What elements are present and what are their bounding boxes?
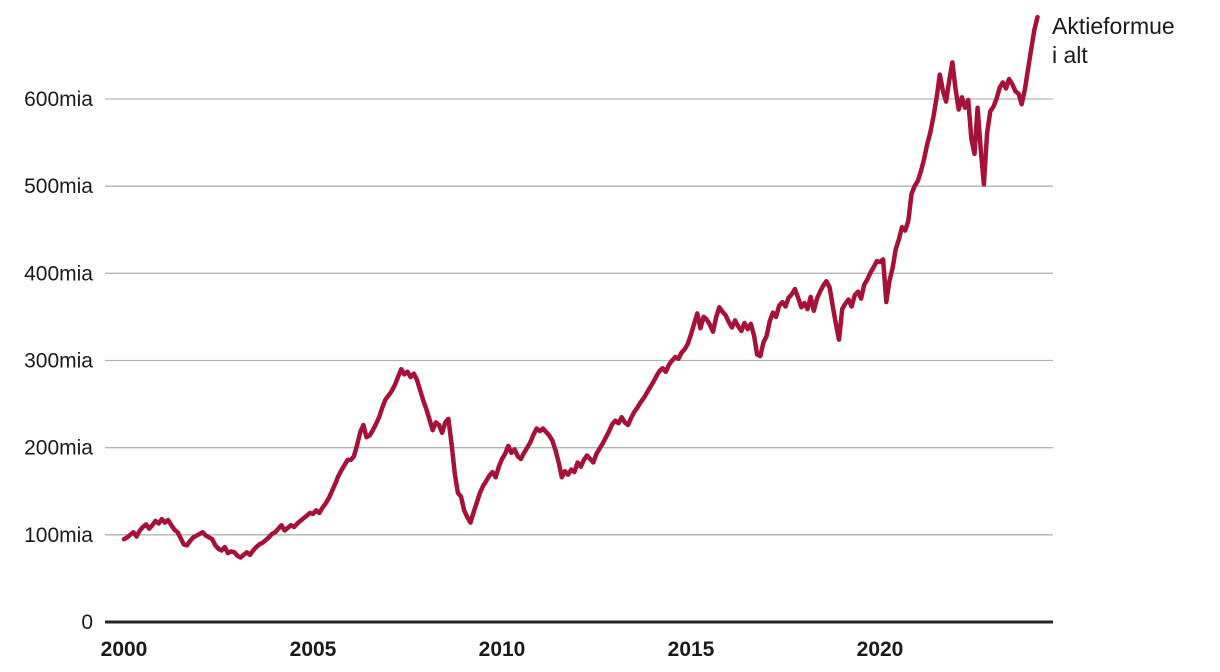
y-tick-label: 300mia (24, 350, 93, 373)
series-legend: Aktieformue i alt (1052, 12, 1175, 70)
y-tick-label: 500mia (24, 175, 93, 198)
series-legend-line-2: i alt (1052, 42, 1088, 68)
aktieformue-series-line (121, 14, 1040, 560)
x-tick-label: 2005 (290, 638, 337, 661)
y-tick-label: 600mia (24, 88, 93, 111)
y-tick-label: 0 (81, 611, 93, 634)
y-tick-label: 400mia (24, 262, 93, 285)
series-legend-line-1: Aktieformue (1052, 13, 1175, 39)
x-tick-label: 2020 (857, 638, 904, 661)
y-tick-label: 200mia (24, 437, 93, 460)
x-tick-label: 2000 (101, 638, 148, 661)
x-tick-label: 2010 (479, 638, 526, 661)
x-tick-label: 2015 (668, 638, 715, 661)
y-tick-label: 100mia (24, 524, 93, 547)
